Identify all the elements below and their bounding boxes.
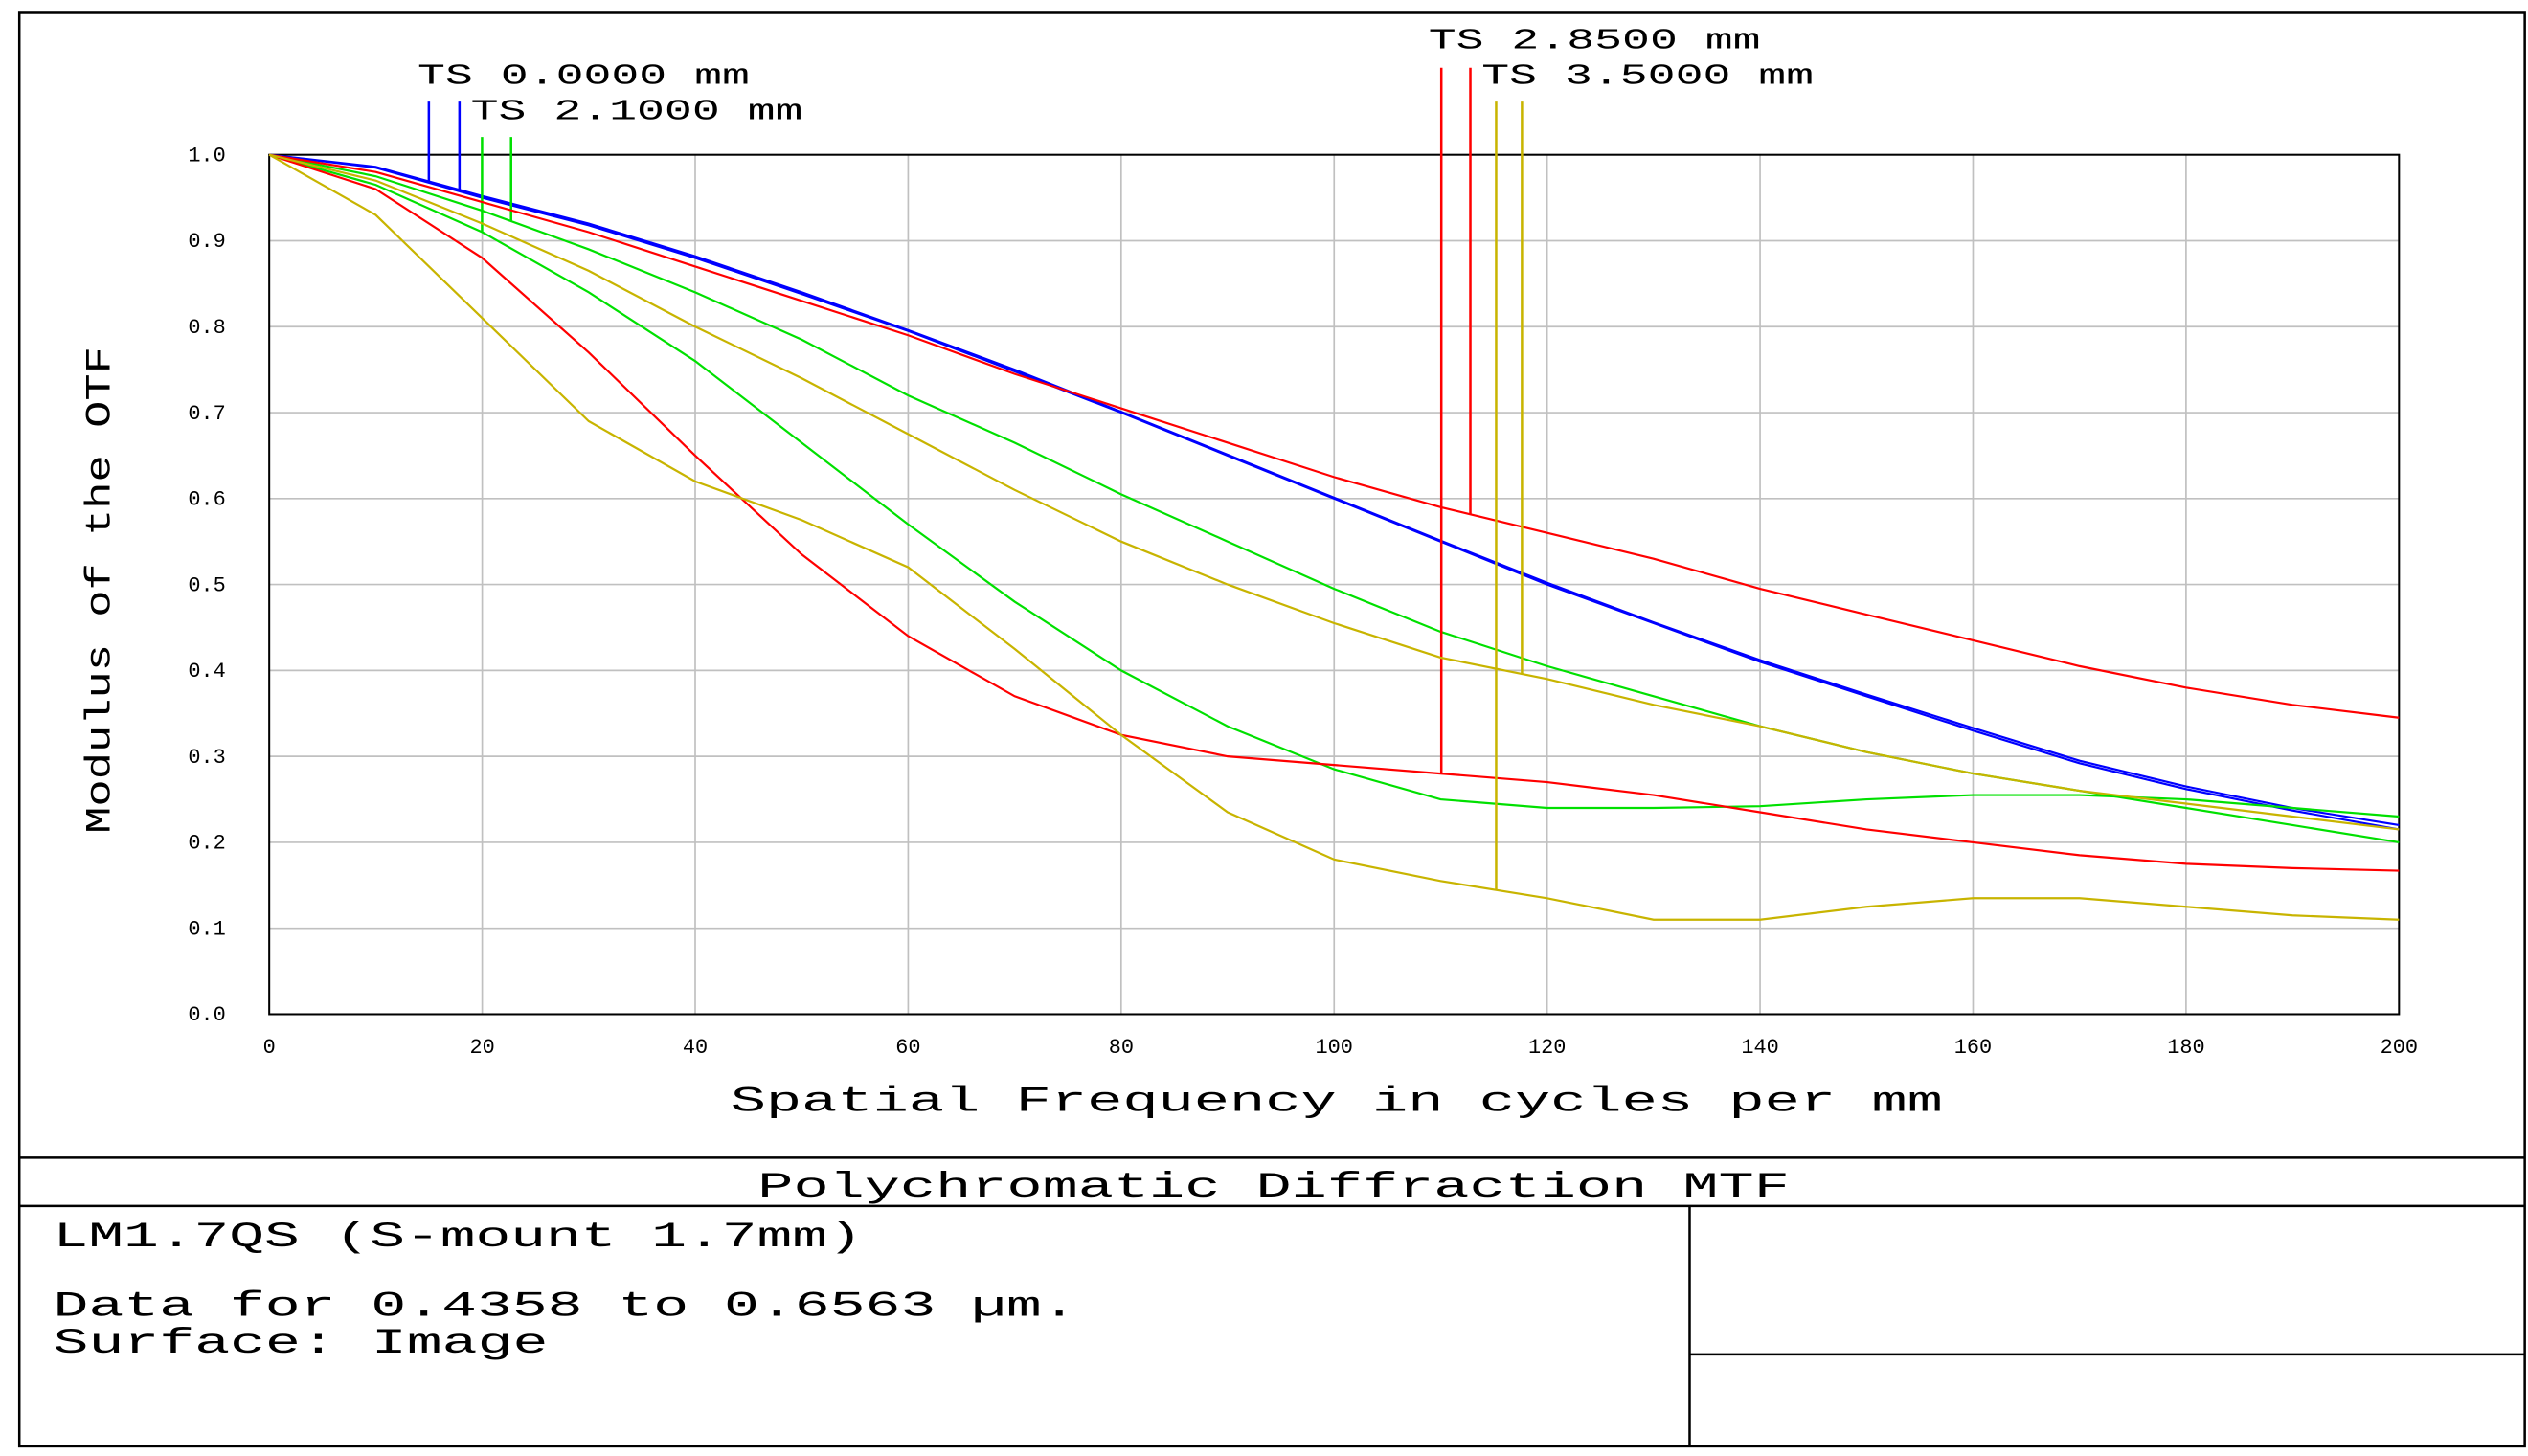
legend-label: TS 2.1000 mm [471, 97, 803, 129]
y-tick-label: 0.7 [188, 402, 225, 426]
mtf-curve [269, 153, 2400, 827]
mtf-curve [268, 153, 2400, 921]
outer-frame [17, 11, 2526, 1448]
y-tick-label: 1.0 [188, 144, 225, 168]
legend-label: TS 3.5000 mm [1481, 61, 1814, 94]
y-tick-label: 0.8 [188, 316, 225, 340]
x-axis-label: Spatial Frequency in cycles per mm [731, 1083, 1943, 1123]
surface: Surface: Image [54, 1324, 549, 1364]
y-tick-label: 0.9 [188, 230, 225, 254]
x-tick-label: 140 [1741, 1036, 1778, 1060]
y-tick-label: 0.2 [188, 832, 225, 856]
x-tick-label: 20 [469, 1036, 494, 1060]
x-tick-label: 80 [1109, 1036, 1134, 1060]
x-tick-label: 60 [895, 1036, 920, 1060]
y-tick-label: 0.5 [188, 573, 225, 597]
mtf-curve [268, 153, 2400, 818]
y-tick-label: 0.6 [188, 488, 225, 512]
legend-label: TS 2.8500 mm [1429, 26, 1761, 58]
data-range: Data for 0.4358 to 0.6563 µm. [54, 1287, 1077, 1327]
y-axis-label: Modulus of the OTF [80, 347, 121, 834]
mtf-curve [268, 153, 2400, 831]
y-tick-label: 0.1 [188, 917, 225, 941]
y-tick-label: 0.3 [188, 746, 225, 770]
y-tick-label: 0.0 [188, 1003, 225, 1027]
x-tick-label: 100 [1316, 1036, 1353, 1060]
mtf-curve [268, 153, 2400, 719]
plot-area: 0 20 40 60 80 100 120 140 160 180 200 0.0 0.1 0.2 0.3 0… [188, 26, 2418, 1060]
mtf-curve [268, 153, 2400, 872]
x-tick-label: 180 [2167, 1036, 2204, 1060]
lens-name: LM1.7QS (S-mount 1.7mm) [54, 1218, 863, 1258]
y-tick-label: 0.4 [188, 660, 225, 683]
footer-title: Polychromatic Diffraction MTF [757, 1168, 1790, 1208]
x-tick-label: 200 [2381, 1036, 2418, 1060]
legend-label: TS 0.0000 mm [418, 61, 750, 94]
plot-frame [268, 153, 2401, 1016]
x-tick-label: 0 [263, 1036, 276, 1060]
x-tick-label: 40 [683, 1036, 708, 1060]
x-tick-label: 160 [1954, 1036, 1992, 1060]
x-tick-label: 120 [1528, 1036, 1566, 1060]
